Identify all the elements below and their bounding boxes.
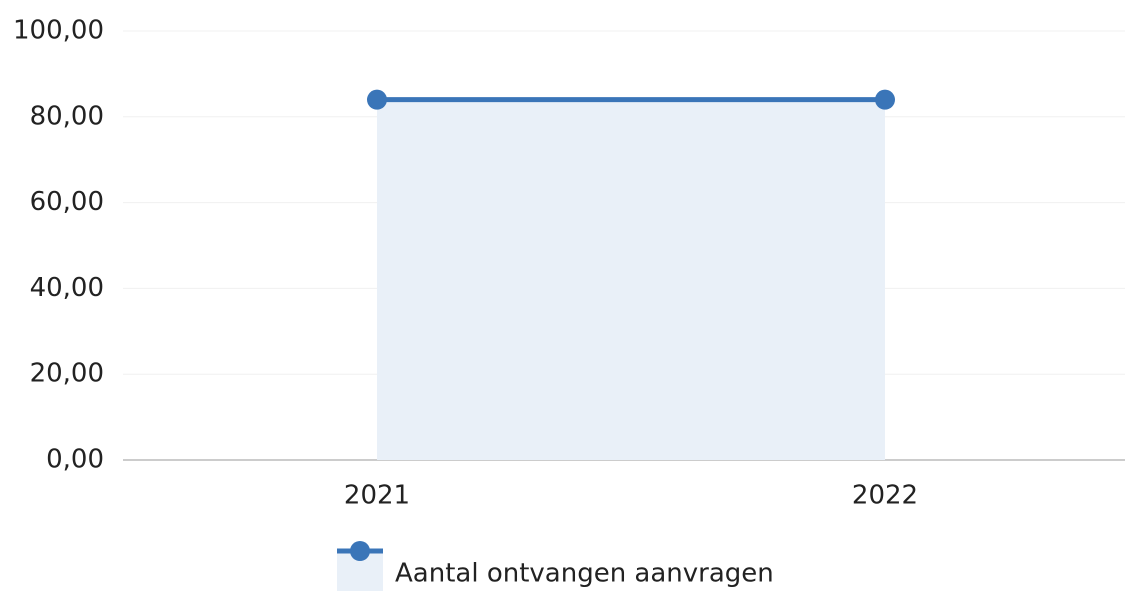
legend-label: Aantal ontvangen aanvragen (395, 559, 774, 589)
y-tick-label: 80,00 (30, 101, 104, 131)
y-tick-label: 100,00 (13, 16, 104, 46)
y-tick-label: 0,00 (46, 445, 104, 475)
legend-marker (350, 541, 370, 561)
point (875, 89, 895, 110)
x-tick-label: 2022 (852, 481, 918, 511)
area (377, 99, 885, 460)
y-tick-label: 60,00 (30, 187, 104, 217)
x-tick-label: 2021 (344, 481, 410, 511)
y-tick-label: 20,00 (30, 359, 104, 389)
point (367, 89, 387, 110)
y-tick-label: 40,00 (30, 273, 104, 303)
